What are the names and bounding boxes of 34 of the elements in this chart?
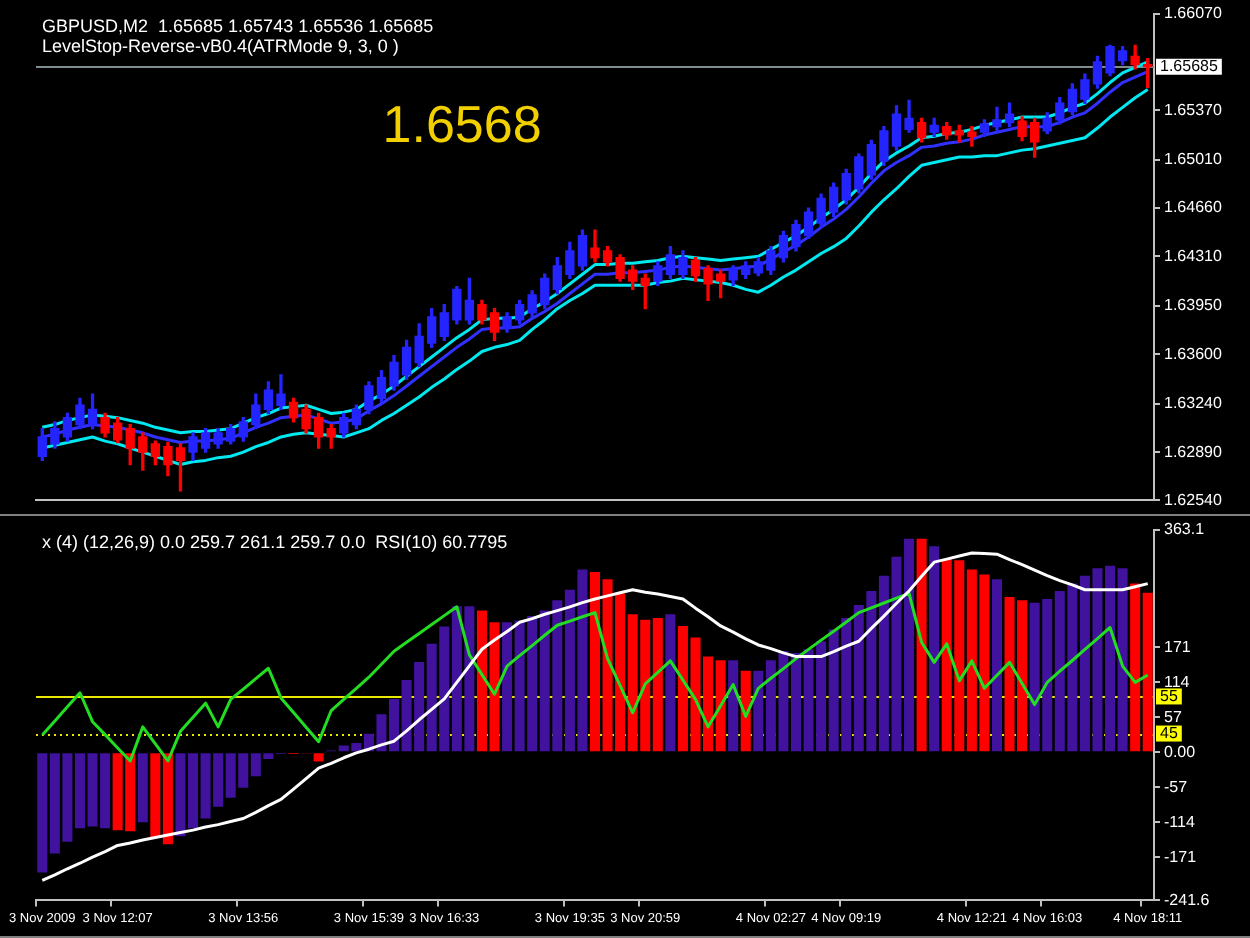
bar <box>728 660 739 752</box>
y-tick-label: 1.64310 <box>1164 246 1223 265</box>
y-tick-label: 1.63600 <box>1164 344 1223 363</box>
bar <box>929 546 940 752</box>
y-tick-label: 1.65370 <box>1164 100 1223 119</box>
y-tick-label: 1.65010 <box>1164 150 1223 169</box>
y-tick-label: 0.00 <box>1164 742 1197 761</box>
bar <box>137 753 148 823</box>
y-tick-label: -241.6 <box>1164 890 1211 909</box>
bar <box>665 614 676 752</box>
y-tick-label: 1.62540 <box>1164 490 1223 509</box>
y2-tick-label: 55 <box>1160 686 1179 705</box>
bar <box>916 538 927 752</box>
bar <box>991 579 1002 752</box>
y-tick-label: 171 <box>1164 637 1192 656</box>
annotation: 1.6568 <box>382 93 542 154</box>
ref-line-label: 1.65685 <box>1160 57 1219 76</box>
y-tick-label: -114 <box>1164 812 1196 831</box>
y-tick-label: 1.64660 <box>1164 198 1223 217</box>
y-tick-label: 1.62890 <box>1164 442 1223 461</box>
y-tick-label: -171 <box>1164 847 1198 866</box>
text: LevelStop-Reverse-vB0.4(ATRMode 9, 3, 0 ) <box>42 35 399 56</box>
y-tick-label: -57 <box>1164 777 1189 796</box>
y-tick-label: 1.66070 <box>1164 4 1223 23</box>
chart-title: GBPUSD,M2 1.65685 1.65743 1.65536 1.65685 <box>42 15 434 36</box>
y-tick-label: 1.63950 <box>1164 296 1223 315</box>
y-tick-label: 114 <box>1164 672 1191 691</box>
y2-tick-label: 45 <box>1160 723 1179 742</box>
y-tick-label: 57 <box>1164 707 1183 726</box>
chart-title: x (4) (12,26,9) 0.0 259.7 261.1 259.7 0.0 RSI(10) 60.7795 <box>42 531 508 552</box>
bar <box>740 670 751 752</box>
y-tick-label: 1.63240 <box>1164 394 1223 413</box>
y-tick-label: 363.1 <box>1164 520 1206 539</box>
bar <box>313 753 324 762</box>
